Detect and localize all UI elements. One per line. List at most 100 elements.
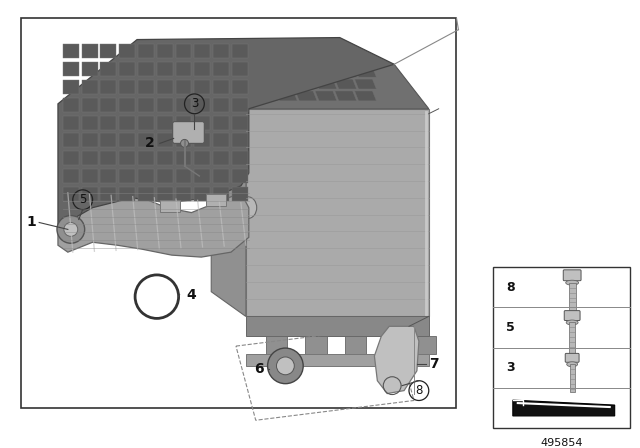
Polygon shape	[355, 67, 376, 77]
Polygon shape	[100, 44, 116, 58]
Circle shape	[180, 139, 189, 147]
Polygon shape	[138, 134, 154, 147]
Polygon shape	[232, 116, 248, 129]
Polygon shape	[216, 79, 238, 89]
Polygon shape	[246, 109, 429, 316]
Polygon shape	[138, 44, 154, 58]
Polygon shape	[232, 98, 248, 112]
Bar	[414, 336, 436, 354]
Text: 8: 8	[415, 384, 422, 397]
Polygon shape	[232, 187, 248, 201]
Polygon shape	[157, 44, 173, 58]
Polygon shape	[157, 62, 173, 76]
Polygon shape	[138, 98, 154, 112]
Polygon shape	[157, 151, 173, 165]
Polygon shape	[213, 151, 229, 165]
Polygon shape	[236, 67, 258, 77]
Polygon shape	[63, 44, 79, 58]
Polygon shape	[236, 79, 258, 89]
Polygon shape	[256, 91, 278, 101]
Polygon shape	[157, 169, 173, 183]
Text: 7: 7	[429, 357, 438, 371]
Text: 4: 4	[187, 288, 196, 302]
Polygon shape	[275, 79, 297, 89]
Polygon shape	[195, 134, 210, 147]
Polygon shape	[275, 67, 297, 77]
Polygon shape	[82, 151, 97, 165]
Polygon shape	[295, 67, 317, 77]
Polygon shape	[100, 169, 116, 183]
Polygon shape	[100, 134, 116, 147]
Bar	[206, 194, 226, 206]
Polygon shape	[275, 91, 297, 101]
Polygon shape	[295, 91, 317, 101]
Polygon shape	[213, 134, 229, 147]
Polygon shape	[195, 116, 210, 129]
Polygon shape	[256, 67, 278, 77]
Polygon shape	[246, 354, 429, 366]
Polygon shape	[335, 91, 356, 101]
Bar	[345, 336, 367, 354]
Text: 1: 1	[26, 215, 36, 229]
Polygon shape	[119, 134, 135, 147]
Polygon shape	[175, 187, 191, 201]
Polygon shape	[138, 80, 154, 94]
Polygon shape	[138, 116, 154, 129]
Bar	[21, 18, 456, 409]
Polygon shape	[119, 62, 135, 76]
Polygon shape	[119, 151, 135, 165]
Polygon shape	[82, 187, 97, 201]
Text: 5: 5	[79, 193, 86, 206]
Polygon shape	[211, 64, 429, 109]
Polygon shape	[295, 79, 317, 89]
Polygon shape	[119, 187, 135, 201]
Polygon shape	[195, 187, 210, 201]
Polygon shape	[175, 44, 191, 58]
Polygon shape	[100, 187, 116, 201]
Polygon shape	[195, 44, 210, 58]
Polygon shape	[100, 151, 116, 165]
Circle shape	[268, 348, 303, 383]
Polygon shape	[138, 187, 154, 201]
Polygon shape	[195, 80, 210, 94]
Polygon shape	[63, 116, 79, 129]
FancyBboxPatch shape	[565, 353, 579, 362]
Polygon shape	[374, 326, 419, 393]
Polygon shape	[355, 79, 376, 89]
Circle shape	[57, 215, 84, 243]
Polygon shape	[119, 98, 135, 112]
Polygon shape	[63, 134, 79, 147]
Polygon shape	[138, 169, 154, 183]
Polygon shape	[119, 116, 135, 129]
Polygon shape	[213, 62, 229, 76]
Polygon shape	[195, 151, 210, 165]
Ellipse shape	[566, 362, 577, 367]
Text: 2: 2	[145, 136, 155, 151]
Text: 3: 3	[506, 361, 515, 374]
Text: 3: 3	[191, 97, 198, 110]
Polygon shape	[335, 79, 356, 89]
Polygon shape	[58, 183, 249, 257]
Bar	[384, 336, 406, 354]
Polygon shape	[232, 44, 248, 58]
Polygon shape	[232, 80, 248, 94]
Polygon shape	[157, 80, 173, 94]
Polygon shape	[100, 98, 116, 112]
Polygon shape	[82, 98, 97, 112]
Polygon shape	[513, 400, 614, 416]
Polygon shape	[82, 44, 97, 58]
Polygon shape	[157, 187, 173, 201]
Polygon shape	[315, 67, 337, 77]
Polygon shape	[213, 98, 229, 112]
Polygon shape	[82, 169, 97, 183]
Polygon shape	[63, 98, 79, 112]
Polygon shape	[256, 79, 278, 89]
Text: 6: 6	[254, 362, 264, 376]
Polygon shape	[175, 134, 191, 147]
Polygon shape	[175, 151, 191, 165]
Polygon shape	[82, 62, 97, 76]
Polygon shape	[236, 91, 258, 101]
Polygon shape	[63, 80, 79, 94]
Circle shape	[276, 357, 294, 375]
Polygon shape	[335, 67, 356, 77]
